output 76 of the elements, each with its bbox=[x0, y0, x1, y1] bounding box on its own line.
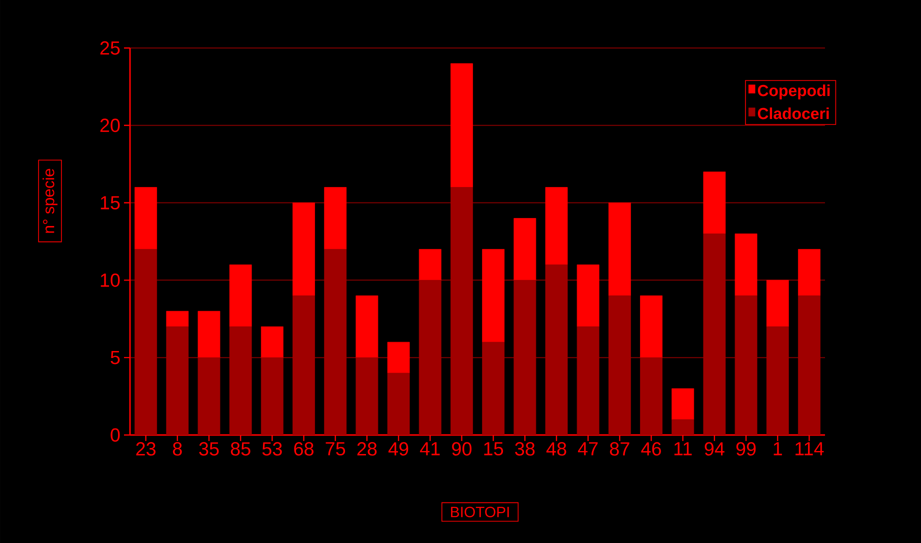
bar bbox=[608, 202, 631, 296]
bar bbox=[766, 280, 789, 327]
x-tick-label: 41 bbox=[420, 442, 440, 456]
bar bbox=[703, 172, 726, 234]
x-tick-label: 8 bbox=[172, 442, 182, 456]
x-tick-label: 28 bbox=[357, 442, 377, 456]
bar bbox=[324, 249, 347, 435]
bar bbox=[798, 249, 820, 296]
bar bbox=[260, 326, 284, 358]
bar bbox=[703, 234, 726, 435]
legend-label: Copepodi bbox=[758, 84, 830, 100]
bar bbox=[514, 218, 536, 280]
bar bbox=[260, 357, 284, 435]
y-axis-title: n° specie bbox=[42, 168, 58, 233]
bar bbox=[166, 310, 189, 327]
x-tick-label: 48 bbox=[546, 442, 566, 456]
bar bbox=[198, 357, 220, 435]
x-tick-label: 46 bbox=[641, 442, 661, 456]
bar bbox=[292, 295, 315, 435]
bar bbox=[514, 280, 536, 435]
bar bbox=[387, 372, 410, 435]
bar bbox=[198, 310, 220, 358]
y-tick-label: 10 bbox=[100, 273, 120, 287]
legend-label: Cladoceri bbox=[758, 107, 829, 120]
x-tick-label: 15 bbox=[484, 442, 504, 456]
bar bbox=[482, 249, 505, 342]
y-tick-label: 20 bbox=[100, 118, 120, 132]
x-tick-label: 87 bbox=[610, 442, 630, 456]
bar bbox=[640, 295, 662, 358]
bar bbox=[229, 264, 252, 327]
bar bbox=[766, 326, 789, 435]
x-tick-label: 114 bbox=[796, 442, 824, 456]
bar bbox=[450, 187, 473, 435]
bar bbox=[672, 388, 694, 420]
bar bbox=[166, 326, 189, 435]
bar bbox=[576, 264, 600, 327]
bar bbox=[134, 187, 158, 250]
bar bbox=[418, 280, 442, 435]
bar bbox=[292, 202, 315, 296]
bar bbox=[418, 249, 442, 280]
x-tick-label: 99 bbox=[736, 442, 756, 456]
bar bbox=[450, 63, 473, 188]
bar bbox=[482, 342, 505, 435]
bar bbox=[134, 249, 158, 435]
y-tick-label: 5 bbox=[110, 350, 120, 364]
x-tick-label: 90 bbox=[452, 442, 472, 456]
x-tick-label: 94 bbox=[704, 442, 724, 456]
bar bbox=[734, 234, 758, 296]
x-axis-title: BIOTOPI bbox=[451, 506, 509, 518]
y-tick-label: 25 bbox=[100, 41, 120, 55]
x-tick-label: 53 bbox=[262, 442, 282, 456]
y-tick-label: 0 bbox=[110, 428, 120, 442]
bar bbox=[798, 295, 820, 435]
x-tick-label: 75 bbox=[326, 442, 346, 456]
x-tick-label: 1 bbox=[774, 442, 782, 456]
y-tick-label: 15 bbox=[100, 196, 120, 210]
x-tick-label: 68 bbox=[294, 442, 314, 456]
bar bbox=[734, 295, 758, 435]
bar bbox=[672, 419, 694, 435]
x-tick-label: 38 bbox=[515, 442, 535, 456]
bar bbox=[356, 357, 378, 435]
x-tick-label: 35 bbox=[199, 442, 219, 456]
bar bbox=[387, 342, 410, 374]
bar bbox=[545, 264, 568, 435]
bar bbox=[356, 295, 378, 358]
bar bbox=[608, 295, 631, 435]
x-tick-label: 23 bbox=[136, 442, 156, 456]
x-tick-label: 11 bbox=[674, 442, 692, 456]
bar bbox=[576, 326, 600, 435]
bar bbox=[545, 187, 568, 265]
x-tick-label: 85 bbox=[230, 442, 250, 456]
x-tick-label: 47 bbox=[578, 442, 598, 456]
x-tick-label: 49 bbox=[388, 442, 408, 456]
bar bbox=[640, 357, 662, 435]
bar bbox=[229, 326, 252, 435]
bar bbox=[324, 187, 347, 250]
